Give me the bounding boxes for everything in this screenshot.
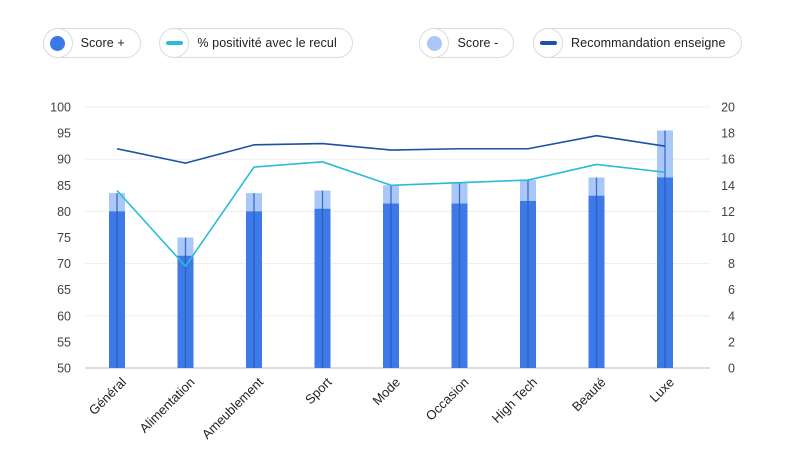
left-axis-tick-label: 95 bbox=[57, 127, 71, 141]
left-axis-tick-label: 65 bbox=[57, 283, 71, 297]
x-axis-category-label: Général bbox=[86, 374, 129, 417]
left-axis-tick-label: 60 bbox=[57, 309, 71, 323]
right-axis-tick-label: 14 bbox=[721, 179, 735, 193]
right-axis-tick-label: 16 bbox=[721, 153, 735, 167]
x-axis-category-label: Beauté bbox=[569, 375, 609, 415]
legend-item-positivite[interactable]: % positivité avec le recul bbox=[159, 28, 353, 58]
positivite-line bbox=[116, 161, 666, 268]
recommandation-line bbox=[116, 134, 666, 164]
score-plus-dot-icon bbox=[50, 35, 66, 51]
legend-item-recommandation[interactable]: Recommandation enseigne bbox=[533, 28, 742, 58]
legend-label: Score + bbox=[80, 36, 125, 50]
legend-label: Recommandation enseigne bbox=[571, 36, 726, 50]
chart-legend: Score + % positivité avec le recul Score… bbox=[42, 28, 761, 58]
score-minus-dot-icon bbox=[426, 35, 442, 51]
legend-label: % positivité avec le recul bbox=[197, 36, 337, 50]
right-axis-tick-label: 10 bbox=[721, 231, 735, 245]
right-axis-tick-label: 0 bbox=[728, 362, 735, 376]
right-axis-tick-label: 12 bbox=[721, 205, 735, 219]
left-axis-tick-label: 90 bbox=[57, 153, 71, 167]
left-axis-tick-label: 85 bbox=[57, 179, 71, 193]
left-axis-tick-label: 80 bbox=[57, 205, 71, 219]
right-axis-tick-label: 18 bbox=[721, 127, 735, 141]
x-axis-category-label: Sport bbox=[302, 374, 335, 407]
left-axis-tick-label: 75 bbox=[57, 231, 71, 245]
legend-item-score-plus[interactable]: Score + bbox=[42, 28, 141, 58]
x-axis-category-label: Mode bbox=[370, 375, 404, 409]
legend-marker-cap bbox=[42, 28, 73, 58]
right-axis-tick-label: 8 bbox=[728, 257, 735, 271]
right-axis-tick-label: 2 bbox=[728, 335, 735, 349]
right-axis-tick-label: 4 bbox=[728, 309, 735, 323]
recommandation-line-icon bbox=[539, 41, 557, 45]
x-axis-category-label: Luxe bbox=[647, 375, 678, 406]
x-axis-category-label: Occasion bbox=[423, 375, 472, 424]
legend-marker-cap bbox=[533, 28, 564, 58]
right-axis-tick-label: 20 bbox=[721, 101, 735, 115]
left-axis-tick-label: 50 bbox=[57, 362, 71, 376]
legend-marker-cap bbox=[419, 28, 450, 58]
x-axis-category-label: High Tech bbox=[489, 375, 540, 426]
left-axis-tick-label: 100 bbox=[50, 101, 71, 115]
left-axis-tick-label: 55 bbox=[57, 335, 71, 349]
x-axis-category-label: Ameublement bbox=[199, 374, 267, 442]
x-axis-category-label: Alimentation bbox=[136, 375, 197, 436]
legend-label: Score - bbox=[457, 36, 499, 50]
left-axis-tick-label: 70 bbox=[57, 257, 71, 271]
legend-item-score-minus[interactable]: Score - bbox=[419, 28, 515, 58]
legend-marker-cap bbox=[159, 28, 190, 58]
right-axis-tick-label: 6 bbox=[728, 283, 735, 297]
positivite-line-icon bbox=[165, 41, 183, 45]
